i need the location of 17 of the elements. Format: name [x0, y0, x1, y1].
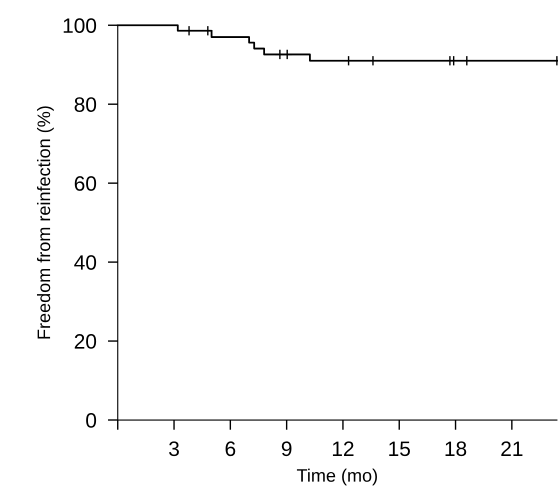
y-axis-title: Freedom from reinfection (%) [36, 106, 54, 339]
x-tick-label: 6 [226, 441, 236, 456]
point [282, 49, 293, 60]
y-tick-label: 60 [74, 176, 96, 191]
x-tick-label: 21 [501, 441, 522, 456]
y-tick-label: 40 [74, 255, 96, 270]
y-tick-label: 0 [86, 413, 96, 428]
x-tick-label: 12 [332, 441, 354, 456]
y-tick-label: 100 [64, 18, 96, 33]
point [274, 49, 286, 60]
x-tick-label: 9 [282, 441, 292, 456]
y-tick-label: 20 [74, 334, 96, 349]
y-tick-label: 80 [74, 97, 96, 112]
x-tick-label: 3 [169, 441, 179, 456]
x-tick-label: 18 [446, 441, 466, 456]
x-tick-label: 15 [389, 442, 410, 456]
x-axis-title: Time (mo) [296, 468, 377, 486]
